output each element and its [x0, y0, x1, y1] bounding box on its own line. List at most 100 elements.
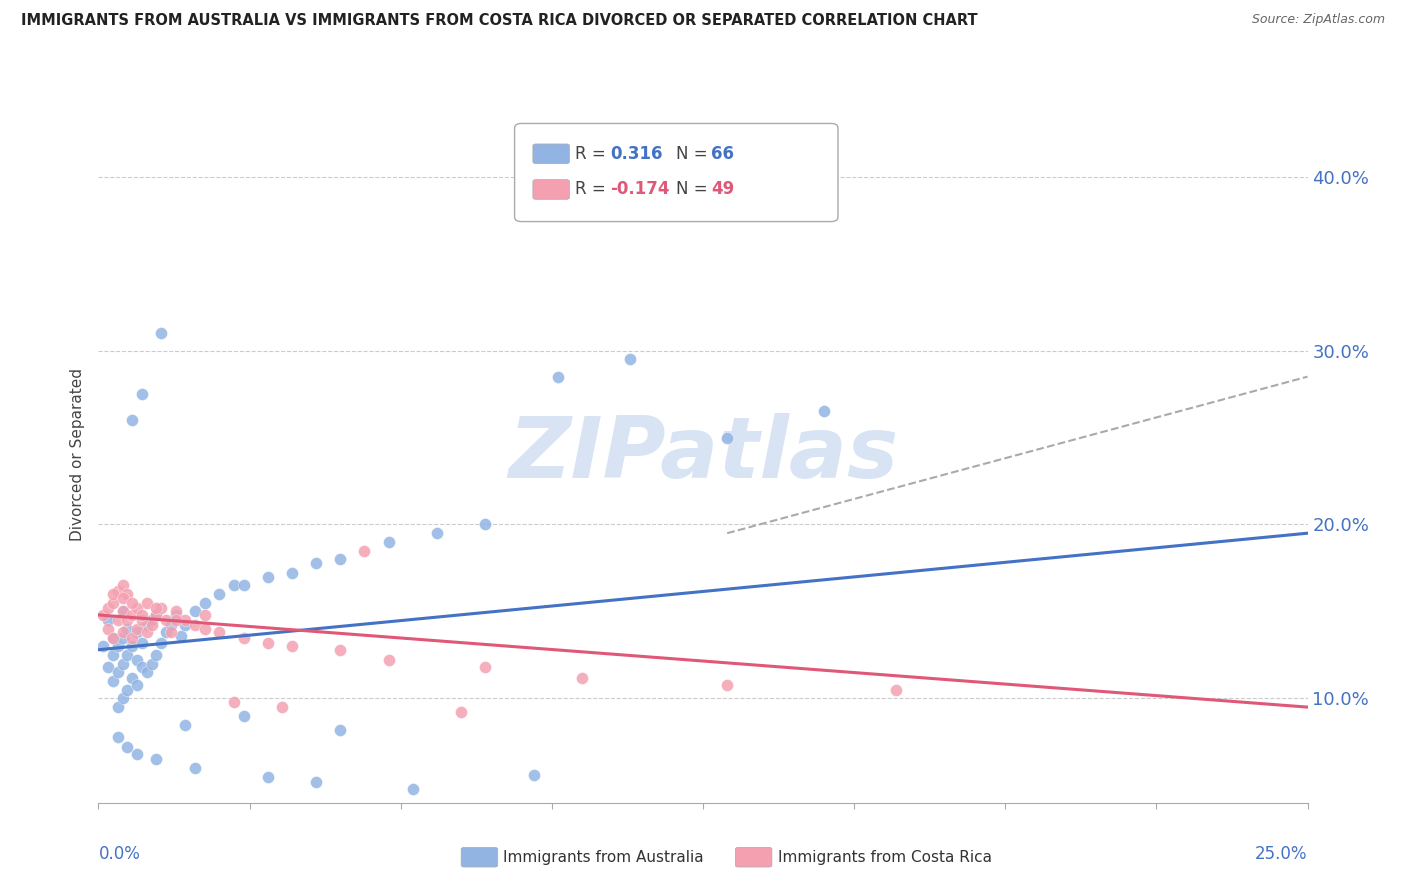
Point	[97, 601, 120, 615]
Text: N =: N =	[676, 180, 713, 198]
Text: 66: 66	[711, 145, 734, 162]
Point	[281, 566, 304, 581]
Point	[111, 657, 134, 671]
Point	[281, 639, 304, 653]
Point	[141, 618, 163, 632]
Point	[107, 700, 129, 714]
Text: IMMIGRANTS FROM AUSTRALIA VS IMMIGRANTS FROM COSTA RICA DIVORCED OR SEPARATED CO: IMMIGRANTS FROM AUSTRALIA VS IMMIGRANTS …	[21, 13, 977, 29]
Text: N =: N =	[676, 145, 713, 162]
Point	[111, 691, 134, 706]
Point	[208, 587, 231, 601]
Point	[256, 570, 278, 584]
Point	[127, 653, 149, 667]
Point	[547, 369, 569, 384]
Text: 49: 49	[711, 180, 735, 198]
Point	[117, 613, 139, 627]
Point	[474, 517, 496, 532]
Point	[107, 730, 129, 744]
Point	[107, 613, 129, 627]
Text: -0.174: -0.174	[610, 180, 669, 198]
Point	[135, 625, 157, 640]
Point	[165, 613, 187, 627]
Point	[174, 717, 197, 731]
Point	[523, 768, 546, 782]
Point	[97, 660, 120, 674]
Point	[107, 583, 129, 598]
Point	[121, 596, 143, 610]
Point	[145, 648, 167, 662]
Text: R =: R =	[575, 180, 612, 198]
Point	[117, 682, 139, 697]
Point	[111, 591, 134, 605]
Point	[131, 636, 153, 650]
Point	[474, 660, 496, 674]
Point	[150, 636, 173, 650]
Y-axis label: Divorced or Separated: Divorced or Separated	[70, 368, 86, 541]
Point	[127, 622, 149, 636]
Point	[194, 607, 217, 622]
Text: 0.316: 0.316	[610, 145, 662, 162]
Point	[222, 578, 245, 592]
Point	[813, 404, 835, 418]
Text: Immigrants from Australia: Immigrants from Australia	[503, 850, 704, 864]
Point	[131, 387, 153, 401]
Point	[305, 556, 328, 570]
Point	[127, 601, 149, 615]
Text: Source: ZipAtlas.com: Source: ZipAtlas.com	[1251, 13, 1385, 27]
Point	[131, 613, 153, 627]
Point	[426, 526, 449, 541]
Point	[107, 665, 129, 680]
Point	[256, 636, 278, 650]
Point	[121, 607, 143, 622]
Point	[91, 639, 114, 653]
Point	[127, 625, 149, 640]
Point	[145, 607, 167, 622]
Point	[111, 605, 134, 619]
Point	[194, 596, 217, 610]
Point	[402, 781, 425, 796]
Point	[329, 723, 352, 737]
Point	[121, 631, 143, 645]
Point	[131, 660, 153, 674]
Point	[117, 622, 139, 636]
Point	[91, 607, 114, 622]
Point	[101, 648, 124, 662]
Point	[377, 534, 399, 549]
Point	[208, 625, 231, 640]
Text: Immigrants from Costa Rica: Immigrants from Costa Rica	[778, 850, 991, 864]
Point	[169, 629, 191, 643]
Point	[111, 625, 134, 640]
Point	[256, 770, 278, 784]
Point	[117, 587, 139, 601]
Text: 25.0%: 25.0%	[1256, 845, 1308, 863]
Text: ZIPatlas: ZIPatlas	[508, 413, 898, 497]
Point	[155, 613, 177, 627]
Point	[329, 642, 352, 657]
Point	[145, 607, 167, 622]
Point	[141, 613, 163, 627]
Point	[571, 671, 593, 685]
Point	[150, 326, 173, 340]
Point	[232, 631, 254, 645]
Point	[222, 695, 245, 709]
Point	[97, 613, 120, 627]
Point	[141, 657, 163, 671]
Point	[305, 775, 328, 789]
Point	[135, 618, 157, 632]
Point	[131, 607, 153, 622]
Point	[101, 596, 124, 610]
Point	[107, 639, 129, 653]
Point	[174, 613, 197, 627]
Point	[174, 618, 197, 632]
Point	[716, 677, 738, 691]
Point	[232, 578, 254, 592]
Point	[145, 601, 167, 615]
Text: 0.0%: 0.0%	[98, 845, 141, 863]
Point	[127, 747, 149, 761]
Point	[145, 752, 167, 766]
Point	[232, 708, 254, 723]
Point	[184, 605, 207, 619]
Point	[111, 631, 134, 645]
Point	[127, 677, 149, 691]
Point	[184, 761, 207, 775]
